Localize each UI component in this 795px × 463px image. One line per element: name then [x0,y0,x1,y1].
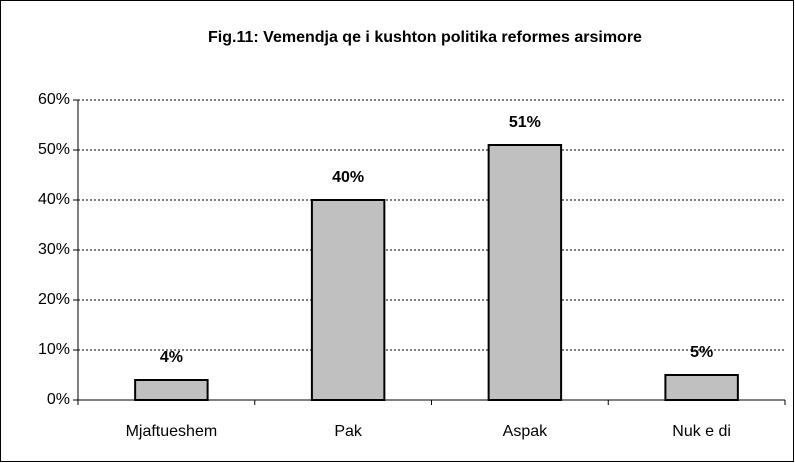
bar [664,374,739,401]
x-tick-label: Mjaftueshem [126,423,218,440]
y-tick-label: 10% [38,341,70,358]
bar [134,379,209,401]
value-label: 4% [160,349,183,366]
value-label: 5% [690,344,713,361]
value-label: 51% [509,114,541,131]
bar [487,144,563,401]
bar [310,199,386,401]
y-tick-label: 40% [38,191,70,208]
y-tick-label: 30% [38,241,70,258]
y-tick-label: 20% [38,291,70,308]
x-tick-label: Pak [334,423,363,440]
x-tick-label: Aspak [503,423,548,440]
value-label: 40% [332,169,364,186]
y-tick-label: 50% [38,141,70,158]
y-tick-label: 60% [38,91,70,108]
x-tick-label: Nuk e di [672,423,731,440]
y-tick-label: 0% [47,391,70,408]
chart-title: Fig.11: Vemendja qe i kushton politika r… [208,29,642,46]
